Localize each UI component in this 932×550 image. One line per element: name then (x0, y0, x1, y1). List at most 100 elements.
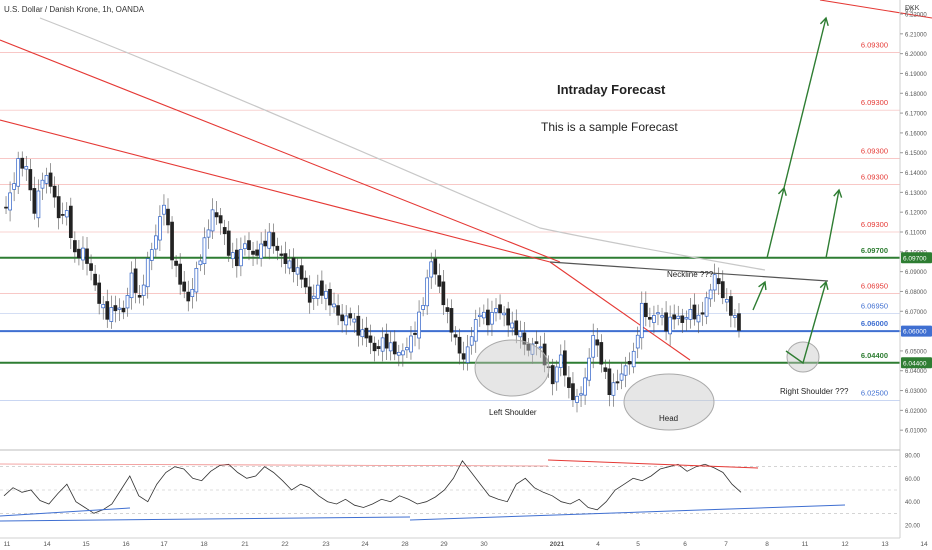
chart-title: Intraday Forecast (557, 82, 666, 97)
forecast-arrow-head (833, 188, 843, 198)
chart-subtitle: This is a sample Forecast (541, 120, 678, 134)
candle-body (518, 331, 523, 338)
time-tick-label: 24 (361, 541, 369, 548)
candle-body (230, 252, 235, 260)
price-tick-label: 6.20000 (905, 52, 927, 58)
candle-body (729, 296, 733, 316)
candle-body (607, 368, 612, 396)
candle-body (506, 308, 511, 326)
candle-body (449, 308, 454, 333)
candle-body (352, 318, 357, 323)
candle-body (433, 258, 438, 275)
candle-body (315, 284, 320, 299)
candle-body (368, 335, 373, 343)
candle-body (668, 316, 672, 335)
rsi-tick-label: 80.00 (905, 454, 921, 460)
candle-body (328, 288, 332, 306)
candle-body (579, 393, 583, 396)
candle-body (676, 315, 681, 319)
candle-body (425, 277, 430, 307)
level-label: 6.06000 (861, 319, 888, 328)
rsi-tick-label: 40.00 (905, 500, 921, 506)
candle-body (409, 335, 413, 353)
time-tick-label: 23 (322, 541, 330, 548)
forecast-arrow-line (785, 281, 827, 365)
candle-body (121, 307, 126, 313)
forecast-arrow-line (825, 189, 840, 259)
candle-body (263, 240, 268, 247)
candle-body (595, 339, 600, 346)
time-tick-label: 22 (281, 541, 289, 548)
candle-body (356, 315, 361, 336)
candle-body (700, 312, 705, 315)
candle-body (380, 337, 385, 352)
candle-body (656, 312, 660, 315)
candle-body (295, 267, 300, 275)
candle-body (182, 281, 187, 292)
candle-body (639, 302, 644, 339)
candle-body (311, 295, 316, 299)
neckline (549, 261, 829, 282)
candle-body (194, 267, 199, 293)
candle-body (303, 277, 308, 288)
candle-body (77, 248, 81, 259)
rsi-trendline-red-2 (0, 463, 549, 467)
candle-body (117, 307, 122, 310)
price-tick-label: 6.05000 (905, 349, 927, 355)
candle-body (206, 229, 211, 238)
time-tick-label: 21 (241, 541, 249, 548)
level-label: 6.09300 (861, 220, 888, 229)
right-shoulder-ellipse (786, 341, 820, 373)
candle-body (178, 263, 183, 285)
level-label: 6.06950 (861, 281, 888, 290)
candle-body (684, 317, 689, 320)
candle-body (510, 322, 515, 329)
candle-body (214, 212, 219, 218)
candle-body (109, 307, 114, 322)
candle-body (603, 367, 608, 372)
candle-body (162, 204, 166, 215)
time-tick-label: 28 (401, 541, 409, 548)
candle-body (291, 257, 296, 273)
right-shoulder-label: Right Shoulder ??? (780, 387, 849, 396)
candle-body (12, 183, 16, 190)
level-label: 6.09700 (861, 246, 888, 255)
trendline-red-1 (0, 39, 561, 263)
candle-body (664, 312, 668, 332)
price-tick-label: 6.18000 (905, 92, 927, 98)
level-label: 6.09300 (861, 98, 888, 107)
candle-body (226, 230, 231, 256)
candle-body (218, 215, 223, 224)
price-tick-label: 6.15000 (905, 151, 927, 157)
price-tick-label: 6.02000 (905, 409, 927, 415)
rsi-trendline-blue-3 (0, 507, 131, 517)
candle-body (429, 261, 434, 278)
level-label: 6.09300 (861, 41, 888, 50)
candle-body (8, 192, 12, 211)
candle-body (210, 209, 215, 232)
price-tick-label: 6.04000 (905, 369, 927, 375)
price-tick-label: 6.17000 (905, 112, 927, 118)
rsi-tick-label: 60.00 (905, 477, 921, 483)
trendline-red-top (819, 0, 932, 19)
candle-body (615, 381, 620, 384)
candle-body (477, 314, 482, 317)
time-tick-label: 5 (636, 541, 640, 548)
candle-body (320, 280, 324, 296)
candle-body (652, 315, 656, 323)
rsi-trendline-red (547, 459, 759, 469)
candle-body (267, 231, 272, 249)
candle-body (44, 175, 49, 184)
time-tick-label: 14 (43, 541, 51, 548)
time-tick-label: 14 (920, 541, 928, 548)
candle-body (68, 205, 73, 238)
candle-body (716, 278, 721, 285)
candle-body (692, 304, 697, 320)
candle-body (712, 274, 717, 291)
candle-body (32, 188, 37, 214)
rsi-trendline-blue-1 (0, 516, 411, 522)
candle-body (461, 353, 466, 360)
tag-green-lower (901, 357, 932, 369)
candle-body (619, 373, 624, 381)
